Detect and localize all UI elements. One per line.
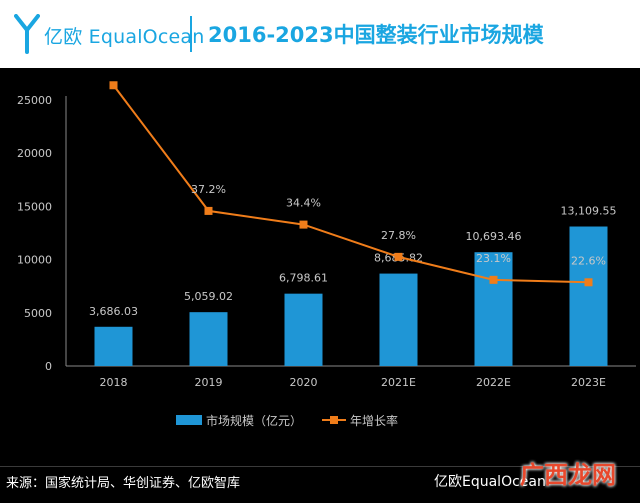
growth-marker [204, 206, 213, 215]
growth-value-label: 23.1% [476, 252, 511, 265]
growth-value-label: 37.2% [191, 183, 226, 196]
x-tick-label: 2021E [381, 376, 416, 389]
growth-marker [109, 81, 118, 90]
chart-area: 25000 20000 15000 10000 5000 0 3,686.03 5,059.0… [17, 68, 636, 428]
bar [379, 273, 418, 366]
legend-line-marker [330, 416, 338, 424]
bar-value-label: 6,798.61 [279, 272, 328, 285]
legend-bar-label: 市场规模（亿元） [206, 413, 302, 428]
y-tick-label: 10000 [17, 254, 52, 267]
header-bar: 亿欧 EqualOcean 2016-2023中国整装行业市场规模 [0, 0, 640, 68]
source-note: 来源：国家统计局、华创证券、亿欧智库 [6, 476, 241, 491]
growth-marker [584, 278, 593, 287]
x-tick-label: 2018 [100, 376, 128, 389]
bar [284, 293, 323, 366]
growth-value-label: 62.9% [96, 68, 131, 70]
bar [474, 252, 513, 366]
y-tick-label: 20000 [17, 147, 52, 160]
bar-value-label: 5,059.02 [184, 290, 233, 303]
header-divider [190, 16, 192, 52]
growth-value-label: 27.8% [381, 229, 416, 242]
x-tick-label: 2020 [290, 376, 318, 389]
footer-divider [0, 466, 640, 467]
chart-title: 2016-2023中国整装行业市场规模 [208, 23, 544, 47]
bar-value-label: 3,686.03 [89, 305, 138, 318]
growth-marker [489, 275, 498, 284]
growth-marker [299, 220, 308, 229]
bar [569, 226, 608, 366]
growth-value-label: 34.4% [286, 197, 321, 210]
bar [189, 312, 228, 366]
legend-bar-swatch [176, 415, 202, 425]
equalocean-logo-icon [14, 14, 40, 54]
growth-marker [394, 252, 403, 261]
y-tick-label: 25000 [17, 94, 52, 107]
bar-value-label: 10,693.46 [466, 230, 522, 243]
y-tick-label: 0 [45, 360, 52, 373]
bar [94, 326, 133, 366]
growth-value-label: 22.6% [571, 254, 606, 267]
x-tick-label: 2022E [476, 376, 511, 389]
brand-name: 亿欧 EqualOcean [44, 26, 205, 48]
x-tick-label: 2023E [571, 376, 606, 389]
x-tick-label: 2019 [195, 376, 223, 389]
footer-brand: 亿欧EqualOcean [434, 474, 546, 490]
bar-value-label: 13,109.55 [561, 205, 617, 218]
y-tick-label: 15000 [17, 200, 52, 213]
y-tick-label: 5000 [24, 307, 52, 320]
legend-line-label: 年增长率 [350, 413, 398, 428]
growth-line [112, 84, 589, 284]
watermark: 广西龙网 [520, 461, 616, 489]
